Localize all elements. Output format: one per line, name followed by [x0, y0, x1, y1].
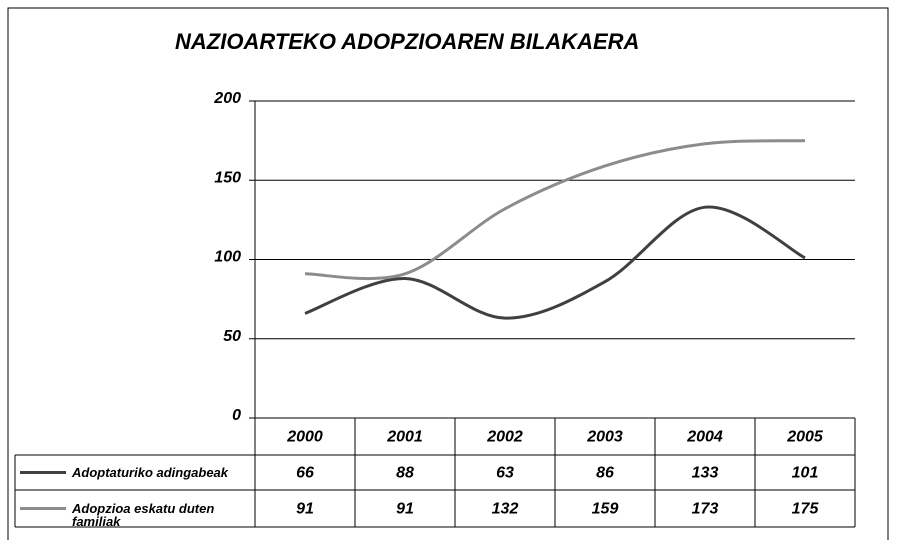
table-value: 175 [792, 501, 820, 518]
table-value: 91 [296, 501, 314, 518]
chart-title: NAZIOARTEKO ADOPZIOAREN BILAKAERA [175, 29, 639, 54]
legend-label: Adoptaturiko adingabeak [72, 464, 229, 480]
x-tick-label: 2003 [586, 429, 623, 446]
y-tick-label: 0 [232, 407, 241, 424]
y-tick-label: 50 [223, 328, 241, 345]
table-value: 132 [492, 501, 519, 518]
frame [7, 7, 889, 540]
table-value: 63 [496, 465, 514, 482]
table-value: 101 [792, 465, 819, 482]
series-line [304, 139, 806, 281]
table-value: 173 [692, 501, 719, 518]
table-value: 66 [296, 465, 314, 482]
series-line [304, 205, 806, 320]
y-tick-label: 200 [213, 90, 241, 107]
y-tick-label: 150 [214, 169, 241, 186]
table-value: 133 [692, 465, 719, 482]
x-tick-label: 2004 [686, 429, 723, 446]
y-tick-label: 100 [214, 249, 241, 266]
x-tick-label: 2005 [786, 429, 824, 446]
table-value: 91 [396, 501, 414, 518]
legend-label: Adopzioa eskatu duten familiak [72, 500, 215, 529]
table-value: 88 [396, 465, 414, 482]
table-value: 159 [592, 501, 619, 518]
x-tick-label: 2001 [386, 429, 423, 446]
x-tick-label: 2002 [486, 429, 523, 446]
table-value: 86 [596, 465, 614, 482]
x-tick-label: 2000 [286, 429, 323, 446]
